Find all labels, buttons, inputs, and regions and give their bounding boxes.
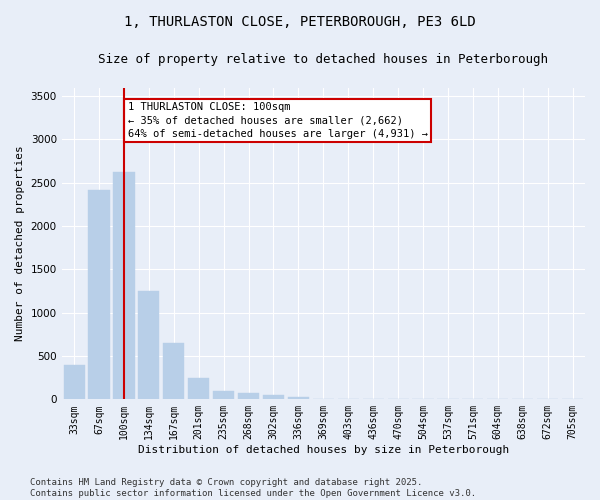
Y-axis label: Number of detached properties: Number of detached properties	[15, 146, 25, 342]
Text: 1 THURLASTON CLOSE: 100sqm
← 35% of detached houses are smaller (2,662)
64% of s: 1 THURLASTON CLOSE: 100sqm ← 35% of deta…	[128, 102, 428, 139]
Bar	[263, 394, 284, 400]
Bar	[113, 172, 134, 400]
Bar	[64, 364, 85, 400]
Text: 1, THURLASTON CLOSE, PETERBOROUGH, PE3 6LD: 1, THURLASTON CLOSE, PETERBOROUGH, PE3 6…	[124, 15, 476, 29]
Bar	[163, 343, 184, 400]
Text: Contains HM Land Registry data © Crown copyright and database right 2025.
Contai: Contains HM Land Registry data © Crown c…	[30, 478, 476, 498]
Bar	[238, 394, 259, 400]
X-axis label: Distribution of detached houses by size in Peterborough: Distribution of detached houses by size …	[138, 445, 509, 455]
Bar	[213, 390, 234, 400]
Bar	[138, 291, 160, 400]
Bar	[88, 190, 110, 400]
Bar	[288, 396, 309, 400]
Title: Size of property relative to detached houses in Peterborough: Size of property relative to detached ho…	[98, 52, 548, 66]
Bar	[188, 378, 209, 400]
